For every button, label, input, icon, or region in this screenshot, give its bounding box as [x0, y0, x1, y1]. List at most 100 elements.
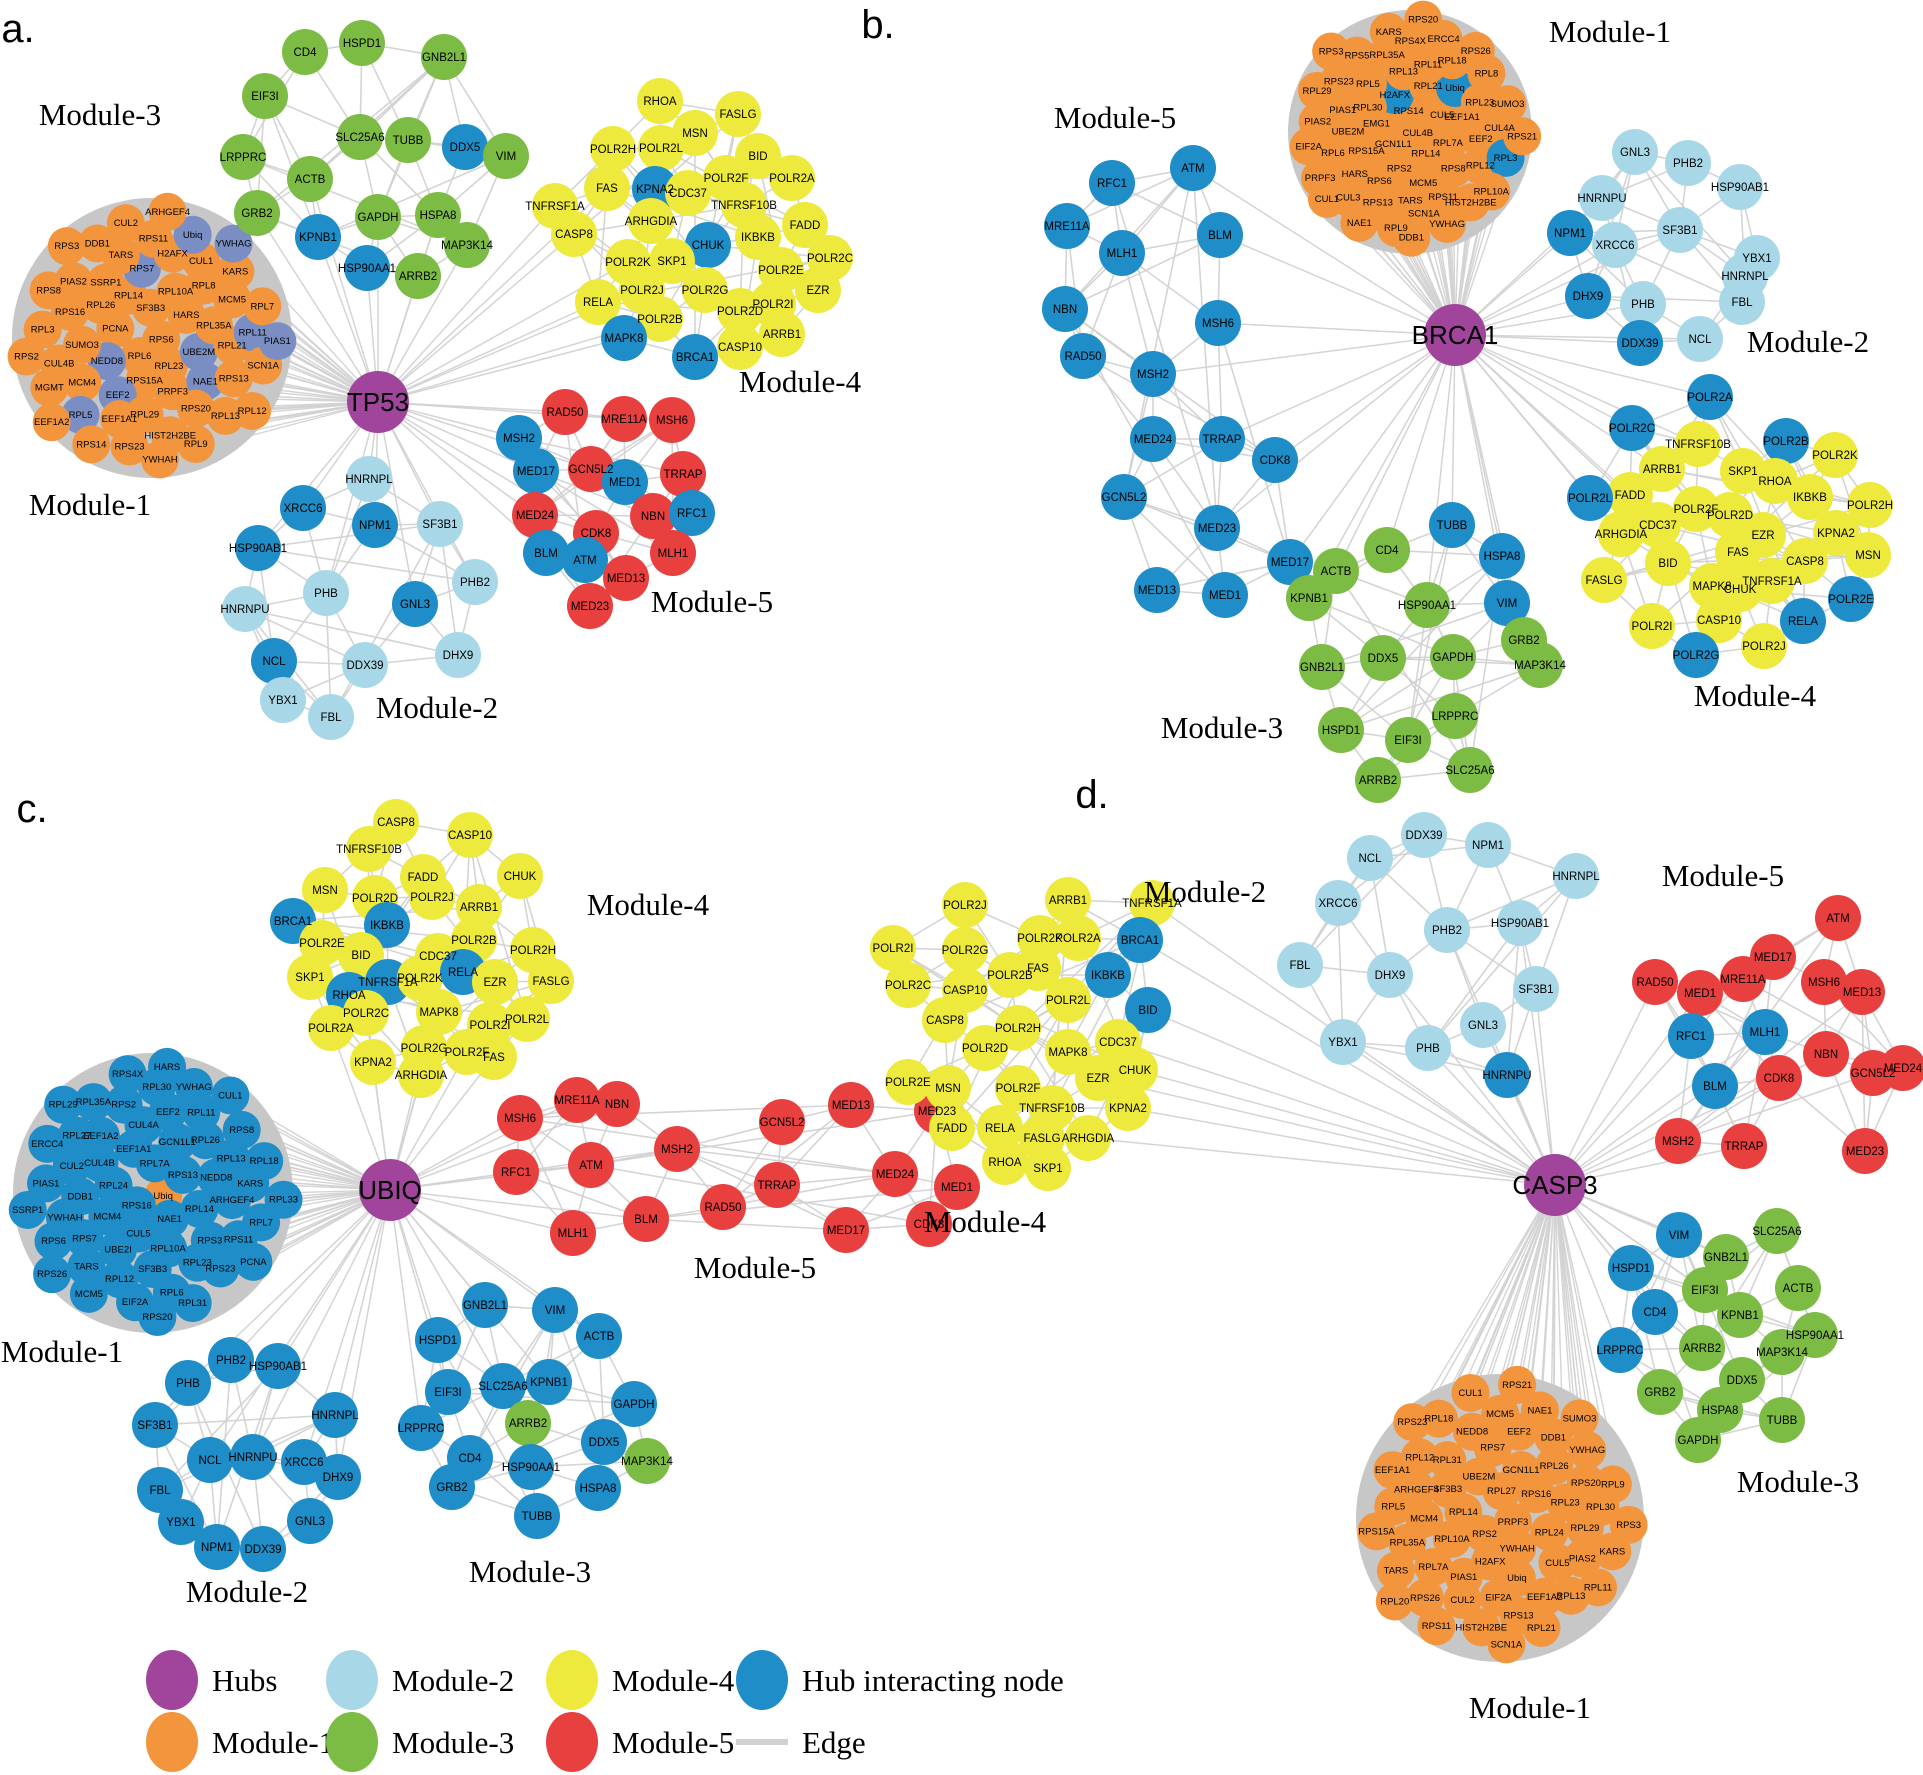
gene-node-label: FBL [1289, 960, 1311, 972]
gene-node [174, 1067, 213, 1106]
gene-node [1657, 207, 1703, 253]
gene-node-label: NEDD8 [1456, 1427, 1488, 1438]
gene-node [1117, 917, 1163, 963]
gene-node-label: BRCA1 [1121, 935, 1159, 947]
gene-node [601, 396, 647, 442]
gene-node-label: MED23 [918, 1106, 956, 1118]
gene-node-label: RPL14 [185, 1204, 214, 1215]
gene-node [214, 359, 253, 398]
gene-node [623, 1196, 669, 1242]
gene-node-label: MAPK8 [605, 333, 644, 345]
gene-node [1517, 642, 1563, 688]
gene-node [216, 252, 255, 291]
gene-node-label: ARHGEF4 [210, 1195, 255, 1206]
gene-node [397, 955, 443, 1001]
gene-node-label: MSH2 [1662, 1136, 1694, 1148]
gene-node [1815, 895, 1861, 941]
legend-label: Module-1 [212, 1725, 334, 1760]
gene-node-label: SCN1A [247, 360, 279, 371]
gene-node-label: HIST2H2BE [1455, 1622, 1507, 1633]
gene-node [1484, 1052, 1530, 1098]
edge [1217, 322, 1291, 563]
gene-node-label: MED1 [1684, 988, 1716, 1000]
gene-node-label: DDX5 [1727, 1375, 1758, 1387]
gene-node-label: TUBB [1437, 520, 1468, 532]
gene-node [1376, 1551, 1415, 1590]
gene-node-label: RPL11 [1414, 60, 1442, 71]
gene-node-label: RPS20 [1408, 15, 1438, 26]
gene-node [1481, 1394, 1520, 1433]
gene-node-label: RPL3 [31, 325, 55, 336]
gene-node-label: ERCC4 [31, 1139, 63, 1150]
edge [1554, 1145, 1745, 1186]
gene-node [1635, 502, 1681, 548]
gene-node-label: ARHGDIA [625, 216, 678, 228]
gene-node [885, 962, 931, 1008]
legend-label: Module-5 [612, 1725, 734, 1760]
gene-node-label: SKP1 [295, 972, 324, 984]
gene-node [1357, 1512, 1396, 1551]
gene-node [1130, 416, 1176, 462]
gene-node [1629, 603, 1675, 649]
edge [519, 1117, 896, 1175]
edge [1427, 1047, 1556, 1186]
gene-node [1497, 900, 1543, 946]
gene-node [67, 1247, 106, 1286]
gene-node-label: SCN1A [1408, 208, 1440, 219]
gene-node-label: PHB2 [1432, 925, 1462, 937]
edge [1127, 1107, 1556, 1186]
gene-node-label: POLR2K [1812, 450, 1858, 462]
gene-node-label: POLR2H [995, 1023, 1041, 1035]
gene-node-label: RPS13 [1503, 1611, 1533, 1622]
gene-node-label: EIF3I [1691, 1285, 1718, 1297]
gene-node [1459, 1457, 1498, 1496]
gene-node-label: NCL [198, 1455, 222, 1467]
gene-node [1608, 1245, 1654, 1291]
gene-node-label: RPL5 [69, 410, 93, 421]
gene-node [1759, 1397, 1805, 1443]
gene-node-label: HNRNPU [1482, 1070, 1531, 1082]
hub-label: UBIQ [358, 1175, 422, 1205]
gene-node-label: RPL14 [1449, 1507, 1478, 1518]
gene-node-label: Ubiq [1507, 1573, 1527, 1584]
module-label: Module-2 [1144, 874, 1266, 909]
gene-node-label: RPL27 [62, 1131, 91, 1142]
gene-node-label: MLH1 [558, 1228, 589, 1240]
gene-node-label: CHUK [1724, 584, 1757, 596]
gene-node-label: Ubiq [153, 1191, 173, 1202]
gene-node-label: EZR [807, 285, 830, 297]
gene-node-label: UBE2I [104, 1244, 131, 1255]
gene-node-label: MAP3K14 [621, 1456, 673, 1468]
gene-node-label: RPL33 [269, 1195, 298, 1206]
gene-node-label: CDK8 [1260, 455, 1291, 467]
gene-node [982, 1139, 1028, 1185]
gene-node [567, 583, 613, 629]
gene-node-label: POLR2I [470, 1020, 511, 1032]
gene-node [234, 190, 280, 236]
gene-node-label: GNL3 [1468, 1020, 1498, 1032]
gene-node-label: POLR2C [885, 980, 931, 992]
gene-node [504, 996, 550, 1042]
gene-node [1025, 1145, 1071, 1191]
gene-node-label: DDX5 [589, 1437, 620, 1449]
gene-node-label: BRCA1 [274, 916, 312, 928]
hub-node [347, 371, 409, 433]
gene-node [471, 1034, 517, 1080]
gene-node [1015, 945, 1061, 991]
gene-node-label: RPL29 [1570, 1523, 1599, 1534]
gene-node-label: EZR [484, 977, 507, 989]
gene-node-label: POLR2L [639, 143, 684, 155]
gene-node-label: KARS [237, 1179, 263, 1190]
gene-node [201, 1249, 240, 1288]
gene-node-label: KARS [1599, 1546, 1625, 1557]
gene-node-label: GNB2L1 [463, 1300, 507, 1312]
gene-node [295, 214, 341, 260]
gene-node-label: DDB1 [1541, 1432, 1566, 1443]
gene-node-label: MCM5 [1409, 178, 1437, 189]
gene-node [1170, 145, 1216, 191]
edge [389, 1189, 574, 1234]
gene-node [962, 1025, 1008, 1071]
gene-node-label: NPM1 [1472, 840, 1504, 852]
legend-swatch [326, 1712, 378, 1772]
gene-node-label: ARRB1 [1643, 464, 1681, 476]
